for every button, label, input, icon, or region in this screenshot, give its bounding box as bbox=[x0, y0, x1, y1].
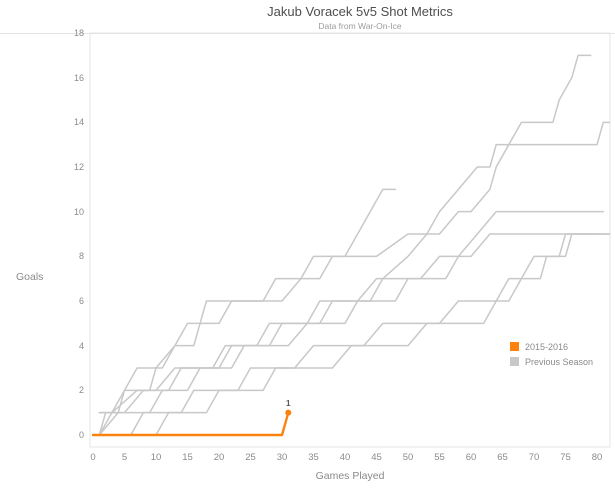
y-tick-label: 6 bbox=[78, 296, 84, 306]
x-tick-label: 60 bbox=[465, 452, 477, 463]
series-line-previous-season-0[interactable] bbox=[98, 54, 592, 436]
series-line-previous-season-6[interactable] bbox=[98, 188, 397, 436]
y-tick-label: 4 bbox=[78, 340, 84, 351]
x-tick-label: 10 bbox=[150, 452, 162, 463]
y-tick-label: 16 bbox=[73, 72, 84, 83]
y-tick-label: 10 bbox=[73, 206, 84, 217]
x-tick-label: 55 bbox=[434, 452, 445, 463]
x-tick-label: 65 bbox=[497, 452, 508, 463]
x-tick-label: 0 bbox=[90, 452, 96, 463]
y-tick-label: 14 bbox=[73, 117, 84, 128]
previous-season-swatch bbox=[510, 357, 519, 366]
legend-label: 2015-2016 bbox=[525, 341, 569, 352]
x-tick-label: 25 bbox=[245, 452, 256, 463]
legend-label: Previous Season bbox=[525, 356, 594, 367]
series-line-previous-season-3[interactable] bbox=[98, 233, 611, 414]
x-tick-label: 15 bbox=[182, 452, 193, 463]
x-tick-label: 45 bbox=[371, 452, 382, 463]
chart-title: Jakub Voracek 5v5 Shot Metrics bbox=[267, 4, 453, 19]
y-tick-label: 2 bbox=[78, 385, 84, 396]
y-axis-title: Goals bbox=[16, 271, 44, 283]
series-line-previous-season-4[interactable] bbox=[98, 233, 598, 436]
x-tick-label: 75 bbox=[560, 452, 571, 463]
x-tick-label: 20 bbox=[213, 452, 225, 463]
plot-border bbox=[89, 32, 611, 448]
legend: 2015-2016 Previous Season bbox=[510, 339, 593, 369]
y-tick-label: 0 bbox=[78, 430, 84, 440]
x-tick-label: 35 bbox=[308, 452, 319, 463]
legend-item-current-season[interactable]: 2015-2016 bbox=[510, 339, 593, 354]
endpoint-value-label: 1 bbox=[285, 397, 291, 408]
chart-subtitle: Data from War-On-Ice bbox=[318, 21, 402, 31]
x-tick-label: 80 bbox=[591, 452, 603, 463]
x-tick-label: 40 bbox=[339, 452, 351, 463]
series-line-previous-season-1[interactable] bbox=[98, 121, 611, 414]
y-tick-label: 8 bbox=[78, 251, 84, 262]
series-lines bbox=[91, 54, 611, 437]
x-tick-label: 30 bbox=[276, 452, 288, 463]
series-line-previous-season-5[interactable] bbox=[98, 233, 611, 436]
current-season-swatch bbox=[510, 342, 519, 351]
legend-item-previous-season[interactable]: Previous Season bbox=[510, 354, 593, 369]
x-tick-label: 70 bbox=[528, 452, 540, 463]
series-line-current-season[interactable] bbox=[91, 411, 290, 437]
x-tick-label: 50 bbox=[402, 452, 414, 463]
y-tick-label: 18 bbox=[73, 28, 84, 38]
x-axis-title: Games Played bbox=[315, 470, 385, 482]
y-tick-label: 12 bbox=[73, 162, 84, 172]
current-season-endpoint-marker[interactable] bbox=[285, 409, 292, 416]
x-tick-label: 5 bbox=[121, 452, 128, 463]
